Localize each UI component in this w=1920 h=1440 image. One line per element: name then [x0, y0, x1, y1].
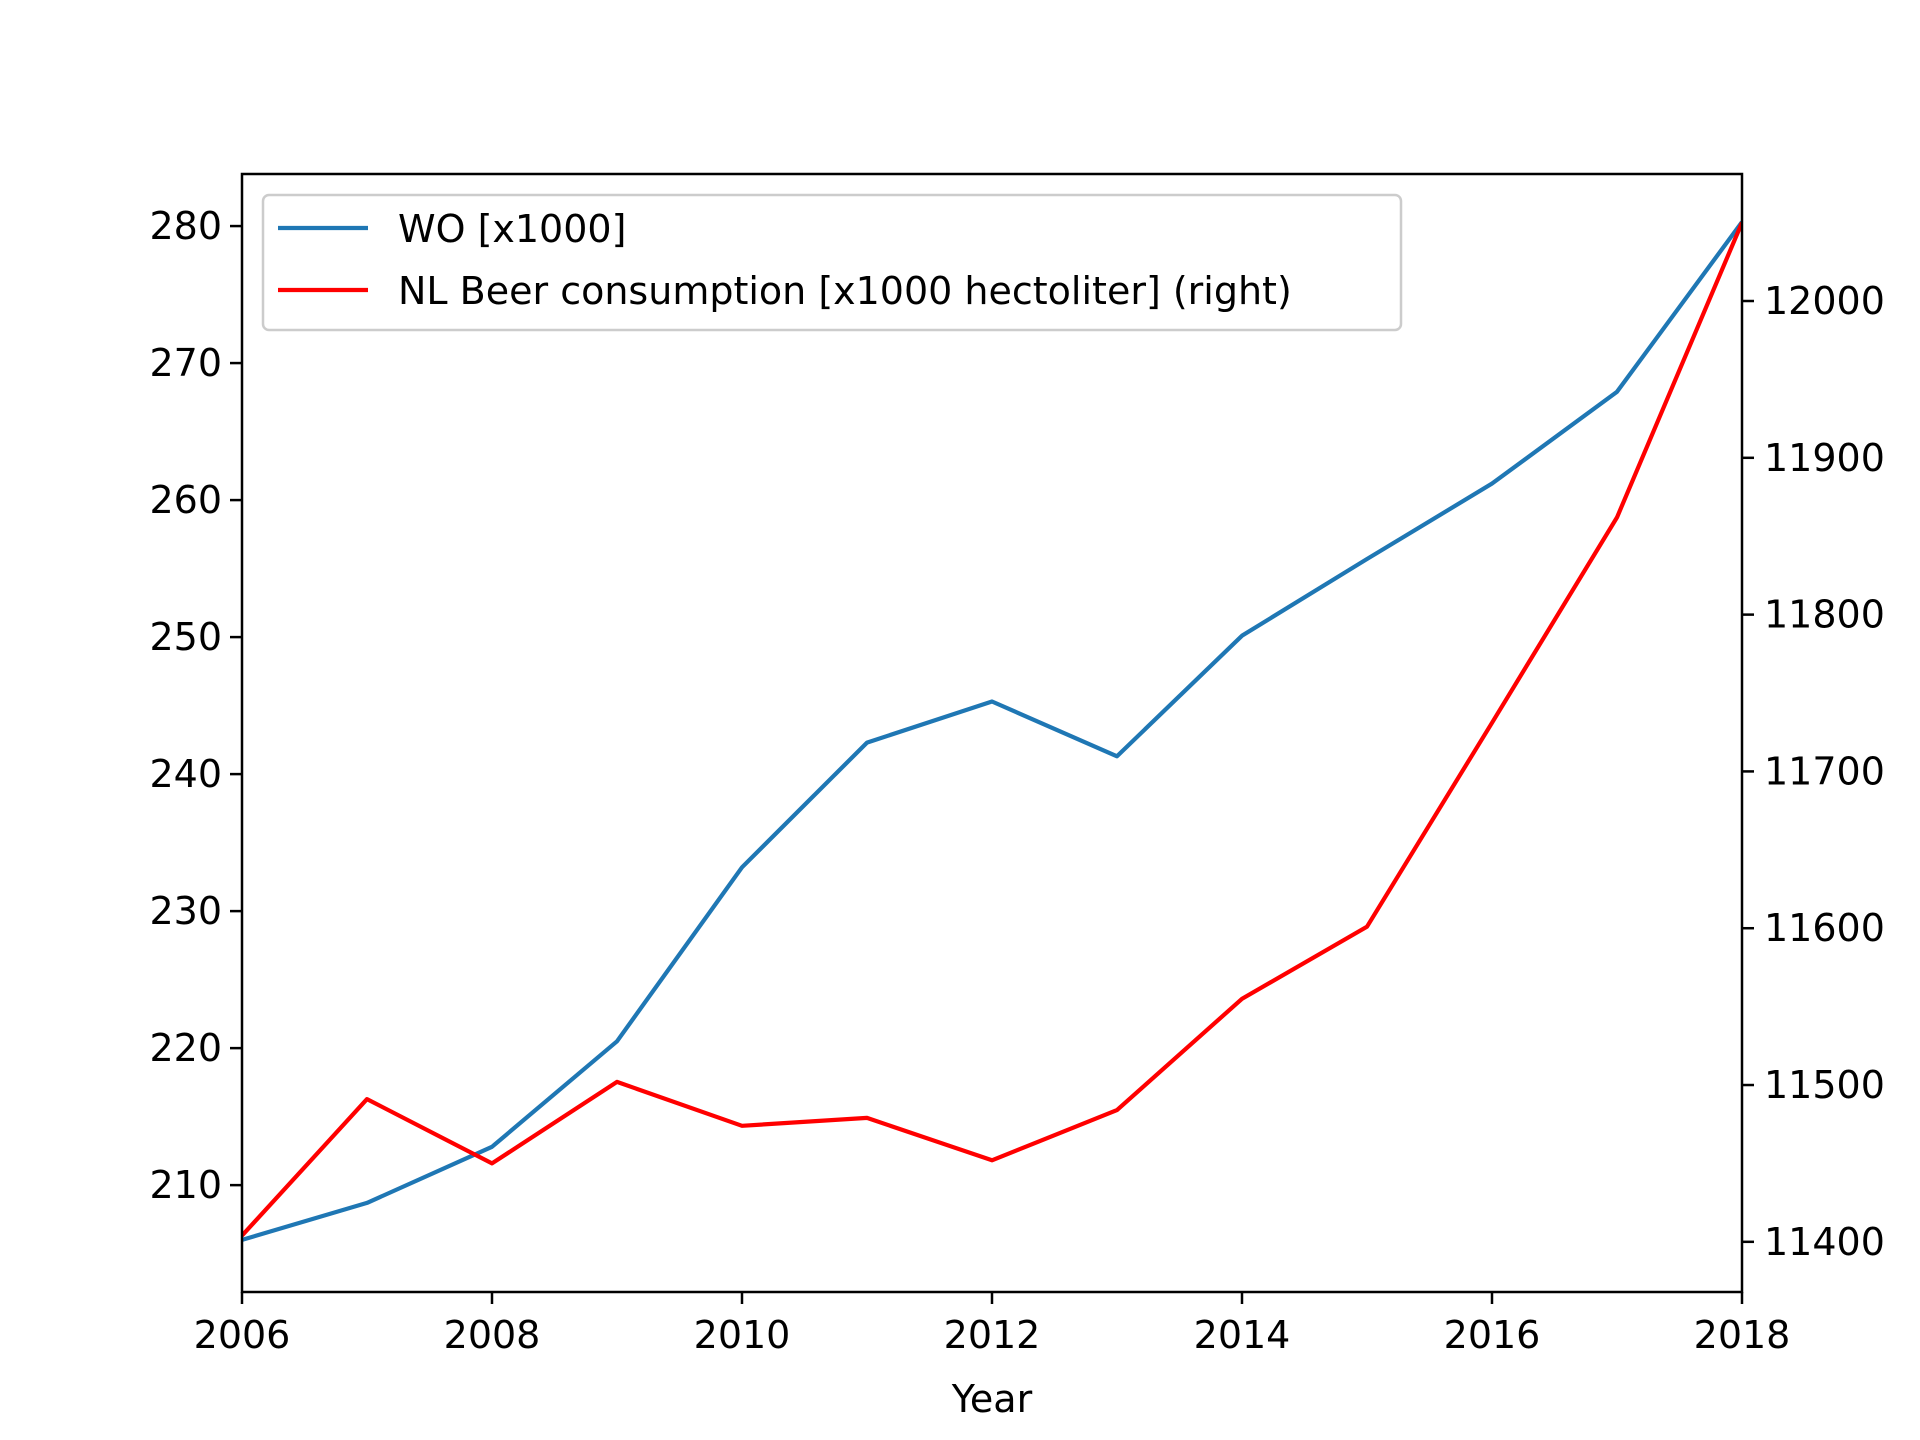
right-y-tick-label: 11800	[1764, 593, 1885, 637]
right-y-tick-label: 11600	[1764, 906, 1885, 950]
right-y-axis: 11400 11500 11600 11700 11800 11900 12000	[1742, 279, 1885, 1264]
left-y-tick-label: 280	[149, 204, 222, 248]
left-y-tick-label: 210	[149, 1163, 222, 1207]
series-line-2	[242, 221, 1742, 1238]
plot-area	[242, 220, 1742, 1242]
right-y-tick-label: 11400	[1764, 1220, 1885, 1264]
x-tick-label: 2014	[1194, 1313, 1291, 1357]
left-y-tick-label: 260	[149, 478, 222, 522]
right-y-tick-label: 11500	[1764, 1063, 1885, 1107]
x-tick-label: 2008	[444, 1313, 541, 1357]
series-line-1	[242, 220, 1742, 1242]
left-y-tick-label: 220	[149, 1026, 222, 1070]
x-tick-label: 2018	[1694, 1313, 1791, 1357]
right-y-tick-label: 12000	[1764, 279, 1885, 323]
legend-label: NL Beer consumption [x1000 hectoliter] (…	[398, 269, 1292, 313]
left-y-tick-label: 240	[149, 752, 222, 796]
legend-box	[261, 193, 1403, 332]
left-y-tick-label: 270	[149, 341, 222, 385]
right-y-tick-label: 11700	[1764, 749, 1885, 793]
right-y-tick-label: 11900	[1764, 436, 1885, 480]
x-axis-label: Year	[951, 1377, 1033, 1421]
left-y-axis: 210 220 230 240 250 260 270 280	[149, 204, 242, 1207]
left-y-tick-label: 250	[149, 615, 222, 659]
x-tick-label: 2012	[944, 1313, 1041, 1357]
x-tick-label: 2006	[194, 1313, 291, 1357]
legend: WO [x1000] NL Beer consumption [x1000 hec…	[261, 193, 1403, 332]
axes-frame	[240, 172, 1744, 1294]
legend-label: WO [x1000]	[398, 207, 626, 251]
x-axis: 2006 2008 2010 2012 2014 2016 2018	[194, 1292, 1791, 1357]
x-tick-label: 2010	[694, 1313, 791, 1357]
x-tick-label: 2016	[1444, 1313, 1541, 1357]
left-y-tick-label: 230	[149, 889, 222, 933]
